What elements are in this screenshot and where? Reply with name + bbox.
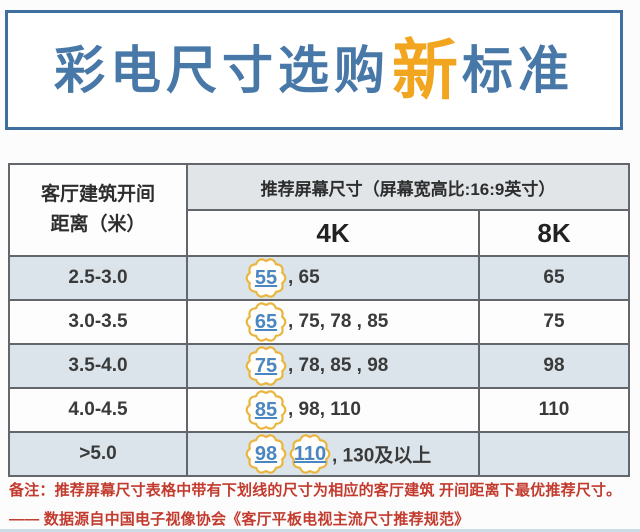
size-4k-other-values: , 78, 85 , 98	[288, 355, 389, 376]
size-4k-cell: 65 , 75, 78 , 85	[186, 299, 480, 345]
bottom-divider	[0, 529, 640, 532]
size-4k-cell: 98 110, 130及以上	[186, 431, 480, 477]
scallop-seal-icon	[245, 258, 287, 298]
tv-size-table: 客厅建筑开间 距离（米） 推荐屏幕尺寸（屏幕宽高比:16:9英寸） 4K 8K …	[8, 163, 630, 477]
optimal-size-badge: 110	[287, 431, 333, 477]
size-4k-other-values: , 65	[288, 267, 320, 288]
table-header-row-group: 客厅建筑开间 距离（米） 推荐屏幕尺寸（屏幕宽高比:16:9英寸）	[8, 163, 630, 257]
footnote-remark: 备注：推荐屏幕尺寸表格中带有下划线的尺寸为相应的客厅建筑 开间距离下最优推荐尺寸…	[9, 482, 622, 499]
table-row: >5.0 98 110, 130及以上	[8, 431, 630, 477]
title-suffix: 标准	[462, 41, 575, 99]
table-body: 2.5-3.0 55, 65 65 3.0-3.5 65, 75, 78 , 85 75 3…	[8, 255, 630, 477]
size-8k-cell: 98	[478, 343, 630, 389]
footnote-source: —— 数据源自中国电子视像协会《客厅平板电视主流尺寸推荐规范》	[9, 511, 470, 528]
optimal-size-value: 75	[254, 354, 278, 377]
recommend-size-header: 推荐屏幕尺寸（屏幕宽高比:16:9英寸）	[186, 163, 630, 211]
footnotes: 备注：推荐屏幕尺寸表格中带有下划线的尺寸为相应的客厅建筑 开间距离下最优推荐尺寸…	[9, 479, 633, 529]
column-header-4k: 4K	[186, 209, 480, 257]
optimal-size-badge: 98	[243, 431, 289, 477]
size-4k-cell: 85 , 98, 110	[186, 387, 480, 433]
optimal-size-badge: 75	[243, 343, 289, 389]
optimal-size-badge: 65	[243, 299, 289, 345]
scallop-seal-icon	[245, 390, 287, 430]
optimal-size-value: 110	[293, 442, 327, 465]
distance-cell: 3.5-4.0	[8, 343, 188, 389]
title-banner: 彩电尺寸选购 新 标准	[5, 10, 623, 130]
optimal-size-value: 85	[254, 398, 278, 421]
table-row: 2.5-3.0 55 , 65 65	[8, 255, 630, 301]
table-row: 3.0-3.5 65 , 75, 78 , 85 75	[8, 299, 630, 345]
table-header-row-resolution: 4K 8K	[9, 209, 630, 257]
scallop-seal-icon	[245, 434, 287, 474]
distance-column-header: 客厅建筑开间 距离（米）	[8, 163, 188, 257]
size-8k-cell: 65	[478, 255, 630, 301]
distance-cell: 2.5-3.0	[8, 255, 188, 301]
optimal-size-value: 65	[254, 310, 278, 333]
title-highlight-new: 新	[392, 33, 458, 107]
size-4k-other-values: , 98, 110	[288, 399, 361, 420]
distance-header-line1: 客厅建筑开间	[40, 183, 155, 205]
scallop-seal-icon	[289, 434, 331, 474]
optimal-size-value: 55	[254, 266, 278, 289]
scallop-seal-icon	[245, 346, 287, 386]
distance-cell: 3.0-3.5	[8, 299, 188, 345]
scallop-seal-icon	[245, 302, 287, 342]
optimal-size-badge: 85	[243, 387, 289, 433]
size-4k-cell: 75 , 78, 85 , 98	[186, 343, 480, 389]
column-header-8k: 8K	[478, 209, 630, 257]
title-prefix: 彩电尺寸选购	[53, 41, 390, 99]
table-row: 3.5-4.0 75 , 78, 85 , 98 98	[8, 343, 630, 389]
optimal-size-value: 98	[254, 442, 278, 465]
size-8k-cell: 75	[478, 299, 630, 345]
size-4k-cell: 55 , 65	[186, 255, 480, 301]
size-4k-other-values: , 130及以上	[332, 445, 432, 467]
distance-cell: >5.0	[8, 431, 188, 477]
distance-header-line2: 距离（米）	[50, 214, 146, 235]
size-4k-other-values: , 75, 78 , 85	[288, 311, 389, 332]
distance-cell: 4.0-4.5	[8, 387, 188, 433]
table-row: 4.0-4.5 85 , 98, 110 110	[8, 387, 630, 433]
size-8k-cell	[478, 431, 630, 477]
size-8k-cell: 110	[478, 387, 630, 433]
optimal-size-badge: 55	[243, 255, 289, 301]
